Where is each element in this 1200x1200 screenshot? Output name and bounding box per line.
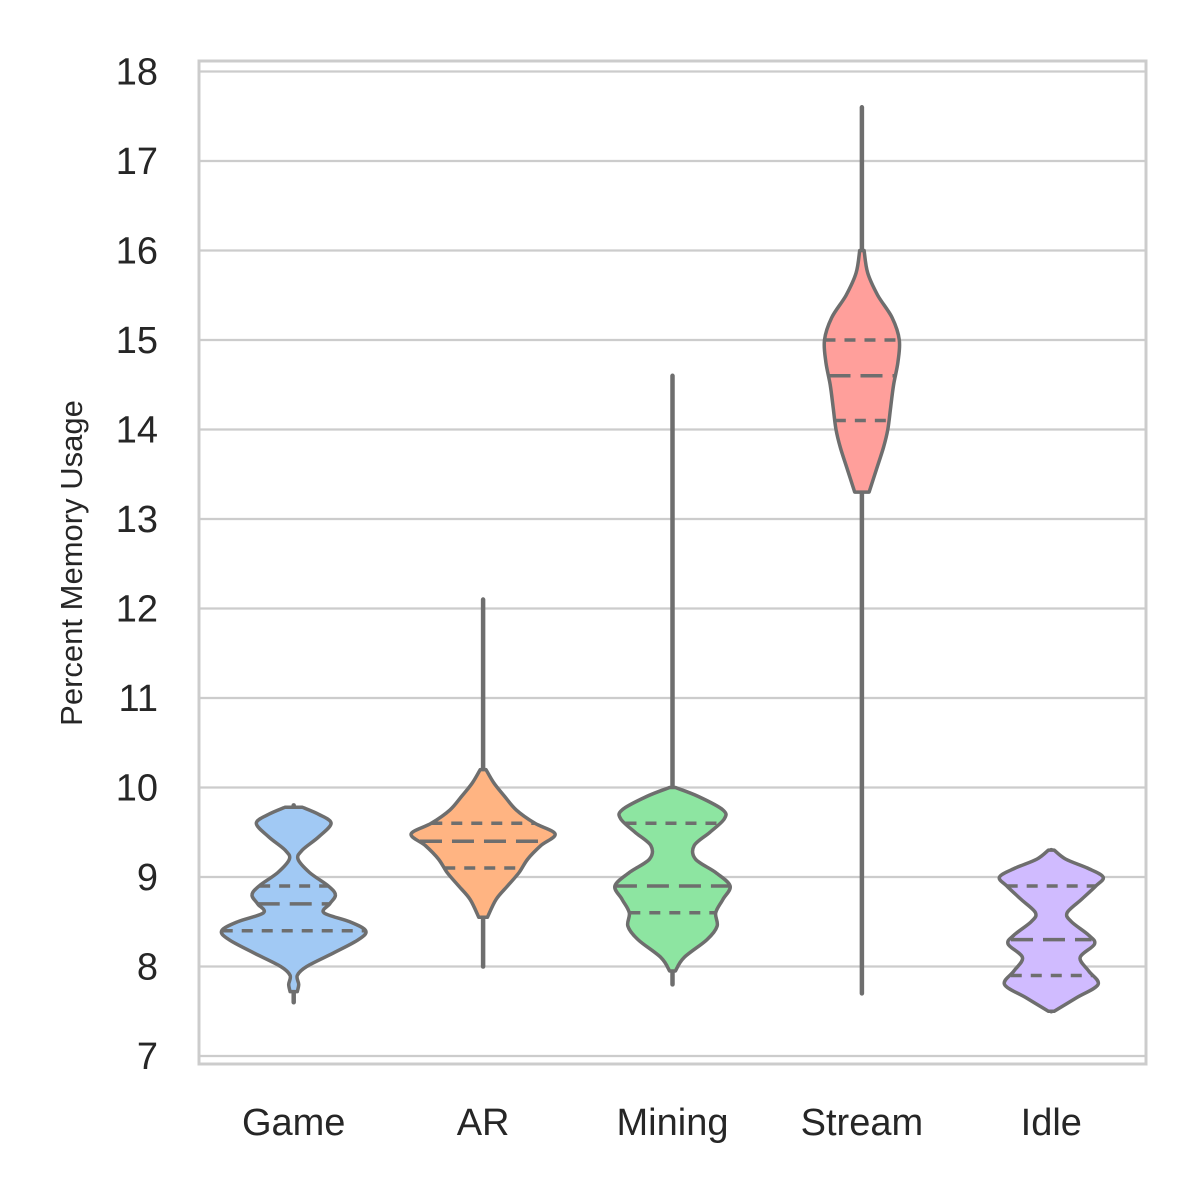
y-tick-label-11: 11 bbox=[119, 678, 158, 720]
y-tick-label-8: 8 bbox=[137, 947, 158, 989]
y-tick-label-10: 10 bbox=[116, 768, 158, 810]
violin-body-game bbox=[219, 805, 368, 994]
violin-mining bbox=[613, 373, 732, 987]
y-tick-label-14: 14 bbox=[116, 410, 158, 452]
violin-body-ar bbox=[409, 767, 557, 920]
y-axis-label: Percent Memory Usage bbox=[54, 400, 89, 726]
violin-game bbox=[219, 803, 368, 1005]
y-tick-label-15: 15 bbox=[116, 320, 158, 362]
y-tick-label-13: 13 bbox=[116, 499, 158, 541]
x-tick-label-game: Game bbox=[242, 1102, 345, 1144]
y-tick-label-7: 7 bbox=[137, 1036, 158, 1078]
plot-frame bbox=[197, 59, 1148, 1066]
violin-body-stream bbox=[822, 248, 902, 494]
y-tick-labels: 7 8 9 10 11 12 13 14 15 16 17 18 bbox=[116, 52, 158, 1079]
violin-idle bbox=[997, 847, 1106, 1014]
x-tick-label-stream: Stream bbox=[801, 1102, 923, 1144]
violin-body-mining bbox=[613, 785, 732, 973]
y-tick-label-16: 16 bbox=[116, 231, 158, 273]
violin-ar bbox=[409, 597, 557, 969]
x-tick-labels: Game AR Mining Stream Idle bbox=[242, 1102, 1082, 1144]
y-tick-label-9: 9 bbox=[137, 857, 158, 899]
violin-stream bbox=[822, 105, 902, 996]
violin-body-idle bbox=[997, 848, 1106, 1014]
y-tick-label-17: 17 bbox=[116, 141, 158, 183]
x-tick-label-mining: Mining bbox=[617, 1102, 729, 1144]
x-tick-label-ar: AR bbox=[457, 1102, 510, 1144]
violins bbox=[219, 105, 1106, 1014]
y-tick-label-18: 18 bbox=[116, 52, 158, 94]
y-tick-label-12: 12 bbox=[116, 589, 158, 631]
x-tick-label-idle: Idle bbox=[1021, 1102, 1082, 1144]
